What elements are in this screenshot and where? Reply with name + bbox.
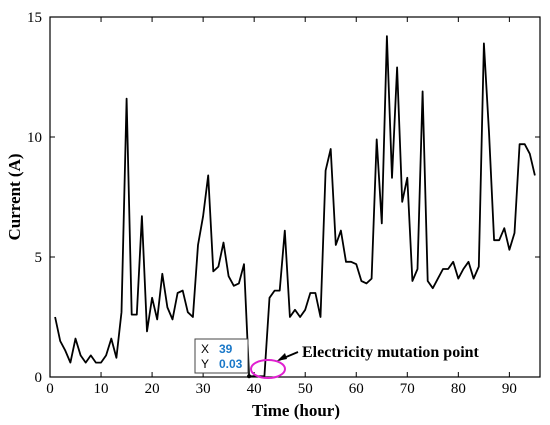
mutation-point-ellipse bbox=[250, 359, 286, 379]
x-tick-label: 60 bbox=[349, 381, 364, 397]
plot-area-frame bbox=[49, 16, 541, 378]
x-tick-label: 30 bbox=[196, 381, 211, 397]
x-tick-label: 80 bbox=[451, 381, 466, 397]
x-tick-label: 0 bbox=[46, 381, 54, 397]
datatip: X 39 Y 0.03 bbox=[194, 338, 252, 379]
x-tick-label: 20 bbox=[145, 381, 160, 397]
datatip-x-value: 39 bbox=[219, 342, 233, 356]
datatip-y-key: Y bbox=[201, 357, 209, 371]
datatip-x-key: X bbox=[201, 342, 209, 356]
datatip-box bbox=[194, 338, 249, 374]
datatip-point-marker bbox=[247, 374, 252, 379]
datatip-y-value: 0.03 bbox=[219, 357, 243, 371]
x-tick-label: 50 bbox=[298, 381, 313, 397]
y-tick-label: 5 bbox=[35, 250, 43, 266]
x-tick-label: 70 bbox=[400, 381, 415, 397]
x-tick-label: 40 bbox=[247, 381, 262, 397]
y-tick-label: 10 bbox=[27, 130, 42, 146]
y-tick-label: 15 bbox=[27, 10, 42, 26]
x-axis-label: Time (hour) bbox=[252, 401, 340, 420]
x-tick-label: 90 bbox=[502, 381, 517, 397]
y-tick-label: 0 bbox=[35, 370, 43, 386]
x-axis-ticks: 0 10 20 30 40 50 60 70 80 90 bbox=[46, 17, 517, 397]
annotation-label: Electricity mutation point bbox=[302, 344, 480, 361]
x-tick-label: 10 bbox=[94, 381, 109, 397]
y-axis-label: Current (A) bbox=[5, 153, 24, 240]
current-series-line bbox=[54, 35, 536, 378]
y-axis-ticks: 0 5 10 15 bbox=[27, 10, 540, 386]
annotation-arrow-head bbox=[277, 353, 287, 361]
